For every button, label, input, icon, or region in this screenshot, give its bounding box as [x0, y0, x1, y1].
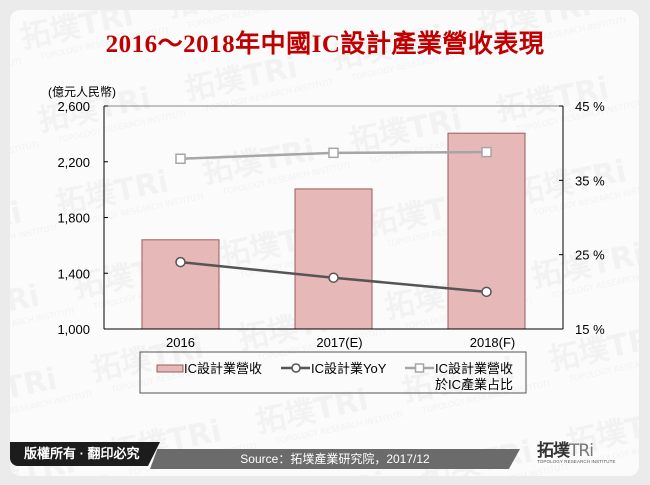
yoy-marker [175, 256, 186, 268]
right-tick-label: 35 % [575, 173, 605, 188]
source-text: Source：拓墣產業研究院，2017/12 [150, 449, 520, 469]
legend-swatch-bar [156, 364, 184, 373]
legend-label-share-1: IC設計業營收 [435, 361, 513, 376]
x-tick-label: 2018(F) [470, 335, 516, 350]
combo-chart: (億元人民幣) 2,600 2,200 1,800 1,400 1,000 45 % 35 … [48, 85, 605, 394]
share-marker [328, 147, 339, 159]
left-axis-label: (億元人民幣) [48, 85, 116, 99]
legend-box [139, 351, 527, 394]
legend-swatch-share-marker [414, 363, 425, 373]
right-tick-label: 25 % [575, 248, 605, 263]
yoy-marker [328, 272, 339, 283]
left-tick-label: 1,000 [57, 322, 90, 337]
chart-title: 2016～2018年中國IC設計產業營收表現 [105, 31, 545, 58]
share-marker [481, 146, 492, 158]
legend-label-revenue: IC設計業營收 [184, 361, 262, 376]
logo-chinese: 拓墣 [537, 441, 570, 461]
bar-2017(E) [294, 188, 373, 330]
left-tick-label: 1,800 [57, 211, 90, 226]
left-tick-label: 2,200 [57, 155, 90, 170]
copyright-badge: 版權所有 · 翻印必究 [10, 442, 160, 466]
left-tick-label: 1,400 [57, 266, 90, 281]
right-tick-label: 45 % [575, 99, 605, 114]
share-marker [175, 153, 186, 165]
legend-label-yoy: IC設計業YoY [311, 361, 387, 376]
yoy-marker [481, 286, 492, 298]
bar-2018(F) [447, 132, 526, 330]
legend-label-share-2: 於IC產業占比 [435, 377, 513, 392]
tri-logo: 拓墣TRi TOPOLOGY RESEARCH INSTITUTE [537, 436, 637, 470]
x-tick-label: 2016 [166, 335, 195, 350]
logo-tri: TRi [569, 441, 594, 461]
left-tick-label: 2,600 [57, 99, 90, 114]
right-tick-label: 15 % [575, 322, 605, 337]
x-tick-label: 2017(E) [316, 335, 362, 350]
logo-subtitle: TOPOLOGY RESEARCH INSTITUTE [537, 459, 616, 464]
bar-2016 [141, 239, 220, 330]
legend-swatch-yoy-marker [291, 363, 301, 373]
